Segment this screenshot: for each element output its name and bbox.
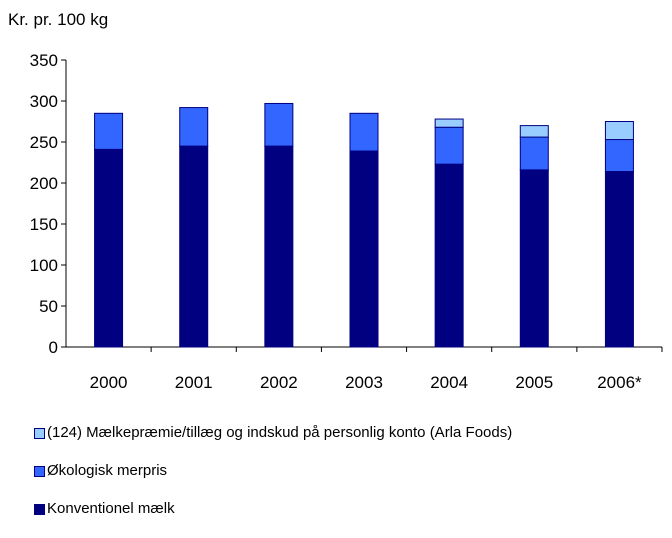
y-tick-label-250: 250 [30, 133, 58, 152]
legend-label-premium: (124) Mælkepræmie/tillæg og indskud på p… [47, 424, 513, 441]
y-tick-label-50: 50 [39, 297, 58, 316]
bar-2001-series-0 [179, 145, 209, 348]
x-tick-label-2006star: 2006* [597, 373, 642, 392]
y-tick-label-0: 0 [49, 338, 58, 357]
legend-item-organic: Økologisk merpris [34, 462, 512, 480]
legend-item-conventional: Konventionel mælk [34, 500, 512, 518]
bar-2006star-series-0 [604, 171, 634, 348]
bar-2005-series-0 [519, 169, 549, 348]
bar-2005-series-1 [519, 136, 549, 171]
bar-2005-series-2 [519, 125, 549, 138]
y-axis-title: Kr. pr. 100 kg [8, 10, 108, 29]
x-tick-label-2005: 2005 [515, 373, 553, 392]
legend-item-premium: (124) Mælkepræmie/tillæg og indskud på p… [34, 424, 512, 442]
y-tick-label-350: 350 [30, 51, 58, 70]
legend-swatch-premium [34, 427, 45, 439]
bar-2000-series-1 [94, 112, 124, 150]
x-tick-label-2002: 2002 [260, 373, 298, 392]
x-tick-label-2001: 2001 [175, 373, 213, 392]
x-tick-label-2003: 2003 [345, 373, 383, 392]
y-tick-label-200: 200 [30, 174, 58, 193]
y-tick-label-100: 100 [30, 256, 58, 275]
bar-2006star-series-1 [604, 139, 634, 173]
chart: Kr. pr. 100 kg 0 50 100 150 200 250 300 350 2000 2… [8, 10, 663, 517]
x-tick-label-2004: 2004 [430, 373, 468, 392]
legend: (124) Mælkepræmie/tillæg og indskud på p… [34, 424, 512, 538]
y-tick-label-150: 150 [30, 215, 58, 234]
bar-2004-series-0 [434, 163, 464, 348]
x-tick-label-2000: 2000 [90, 373, 128, 392]
bar-2003-series-0 [349, 150, 379, 348]
bar-2000-series-0 [94, 148, 124, 348]
y-tick-label-300: 300 [30, 92, 58, 111]
legend-label-conventional: Konventionel mælk [47, 500, 175, 517]
legend-swatch-organic [34, 465, 45, 477]
bar-2003-series-1 [349, 112, 379, 152]
bar-2002-series-0 [264, 145, 294, 348]
legend-swatch-conventional [34, 503, 45, 515]
bar-2001-series-1 [179, 107, 209, 147]
bar-2002-series-1 [264, 102, 294, 147]
bar-2006star-series-2 [604, 121, 634, 141]
bar-2004-series-2 [434, 118, 464, 128]
bar-2004-series-1 [434, 126, 464, 165]
chart-svg: Kr. pr. 100 kg 0 50 100 150 200 250 300 350 2000 2… [8, 10, 663, 392]
legend-label-organic: Økologisk merpris [47, 462, 168, 479]
